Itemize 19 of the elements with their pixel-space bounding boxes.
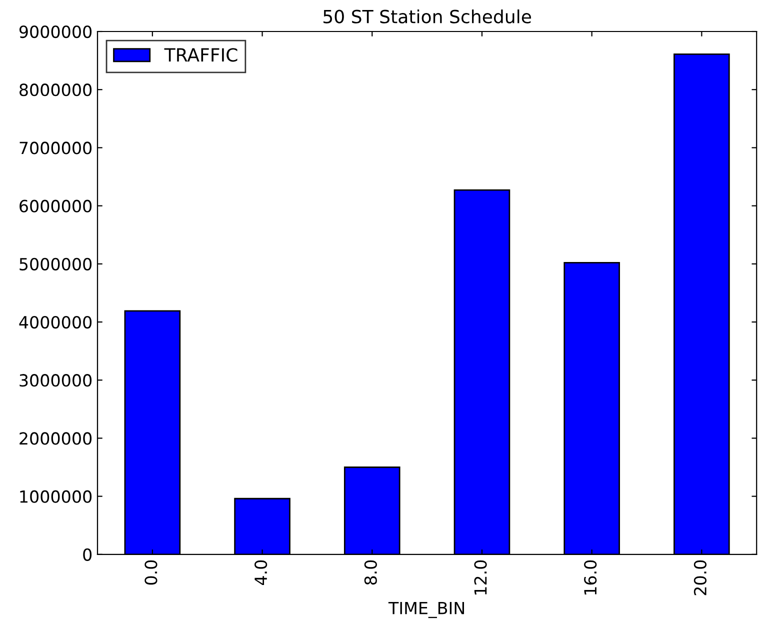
y-tick-label: 5000000 [20, 258, 92, 270]
y-tick-label: 9000000 [19, 25, 92, 38]
x-tick-label: 4.0 [254, 560, 268, 585]
y-tick-label: 1000000 [20, 490, 92, 503]
x-tick-label: 12.0 [474, 560, 487, 595]
x-tick-label: 0.0 [144, 560, 158, 585]
y-tick-label: 7000000 [20, 142, 92, 154]
y-tick-label: 6000000 [20, 200, 92, 212]
legend-label: TRAFFIC [164, 48, 238, 62]
chart-title: 50 ST Station Schedule [324, 9, 532, 24]
y-tick-label: 8000000 [20, 84, 92, 96]
x-tick-label: 20.0 [694, 560, 707, 596]
y-tick-label: 3000000 [20, 374, 92, 387]
x-axis-title: TIME_BIN [388, 602, 464, 618]
y-tick-label: 2000000 [20, 432, 92, 445]
x-tick-label: 8.0 [364, 560, 377, 585]
y-tick-label: 0 [83, 548, 92, 561]
y-tick-label: 4000000 [19, 316, 92, 329]
x-tick-label: 16.0 [584, 560, 597, 595]
